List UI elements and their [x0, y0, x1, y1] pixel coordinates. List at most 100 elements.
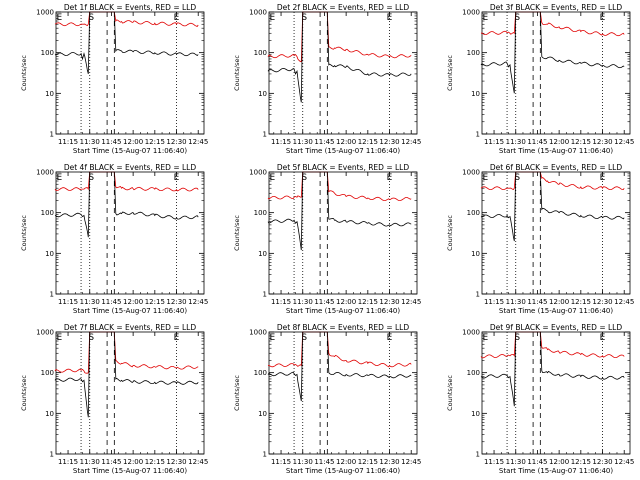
y-tick-label: 100	[41, 209, 54, 217]
event-marker-label: S	[301, 333, 307, 343]
x-axis-label: Start Time (15-Aug-07 11:06:40)	[499, 307, 613, 315]
event-marker-label: E	[174, 13, 180, 23]
plot-frame	[268, 171, 418, 295]
y-tick-label: 10	[258, 90, 267, 98]
event-marker-label: E	[387, 173, 393, 183]
x-tick-label: 12:15	[571, 138, 591, 146]
lld-series-line	[54, 331, 199, 374]
chart-title: Det 8f BLACK = Events, RED = LLD	[277, 323, 410, 332]
chart-title: Det 2f BLACK = Events, RED = LLD	[277, 3, 410, 12]
y-tick-label: 10	[471, 250, 480, 258]
x-tick-label: 11:45	[527, 458, 547, 466]
plot-frame	[55, 11, 205, 135]
lld-series-line	[54, 171, 199, 192]
y-tick-label: 1000	[462, 169, 480, 177]
y-tick-label: 1000	[249, 9, 267, 17]
plot-frame	[55, 171, 205, 295]
chart-svg: Det 3f BLACK = Events, RED = LLD 1 10 100 10…	[446, 3, 634, 155]
event-marker-label: E	[600, 13, 606, 23]
lld-series-line	[480, 331, 625, 359]
x-tick-label: 12:45	[401, 458, 421, 466]
event-marker-label: S	[301, 13, 307, 23]
lld-series-line	[267, 171, 412, 202]
x-axis-label: Start Time (15-Aug-07 11:06:40)	[499, 147, 613, 155]
x-tick-label: 11:15	[271, 298, 291, 306]
x-tick-label: 11:15	[484, 298, 504, 306]
x-tick-label: 12:45	[401, 138, 421, 146]
y-tick-label: 10	[471, 410, 480, 418]
events-series-line	[54, 331, 199, 418]
x-tick-label: 11:15	[484, 138, 504, 146]
x-tick-label: 11:45	[314, 298, 334, 306]
event-marker-label: S	[514, 333, 520, 343]
x-tick-label: 12:30	[592, 138, 612, 146]
y-tick-label: 1	[476, 291, 480, 299]
event-marker-label: S	[88, 173, 94, 183]
x-tick-label: 11:15	[271, 458, 291, 466]
event-marker-label: E	[600, 173, 606, 183]
chart-panel-3: Det 3f BLACK = Events, RED = LLD 1 10 100 10…	[426, 0, 639, 160]
x-tick-label: 12:15	[145, 298, 165, 306]
y-tick-label: 100	[467, 49, 480, 57]
events-series-line	[480, 11, 625, 94]
event-marker-label: E	[483, 333, 489, 343]
x-tick-label: 12:30	[166, 298, 186, 306]
x-tick-label: 12:00	[123, 298, 143, 306]
event-marker-label: E	[600, 333, 606, 343]
chart-svg: Det 7f BLACK = Events, RED = LLD 1 10 100 10…	[20, 323, 208, 475]
x-tick-label: 11:45	[101, 298, 121, 306]
x-tick-label: 12:00	[549, 458, 569, 466]
plot-frame	[481, 11, 631, 135]
x-tick-label: 11:30	[293, 458, 313, 466]
x-tick-label: 12:30	[166, 138, 186, 146]
x-tick-label: 11:30	[506, 458, 526, 466]
x-tick-label: 12:30	[379, 458, 399, 466]
x-tick-label: 12:00	[123, 458, 143, 466]
x-tick-label: 12:30	[592, 458, 612, 466]
events-series-line	[54, 11, 199, 74]
chart-title: Det 9f BLACK = Events, RED = LLD	[490, 323, 623, 332]
x-axis-label: Start Time (15-Aug-07 11:06:40)	[286, 467, 400, 475]
chart-panel-4: Det 4f BLACK = Events, RED = LLD 1 10 100 10…	[0, 160, 213, 320]
plot-frame	[481, 171, 631, 295]
y-axis-label: Counts/sec	[446, 55, 454, 91]
x-axis-label: Start Time (15-Aug-07 11:06:40)	[73, 467, 187, 475]
x-tick-label: 12:45	[614, 458, 634, 466]
lld-series-line	[267, 11, 412, 63]
chart-panel-7: Det 7f BLACK = Events, RED = LLD 1 10 100 10…	[0, 320, 213, 480]
chart-panel-2: Det 2f BLACK = Events, RED = LLD 1 10 100 10…	[213, 0, 426, 160]
x-tick-label: 12:00	[549, 138, 569, 146]
x-tick-label: 11:45	[101, 138, 121, 146]
y-tick-label: 100	[254, 209, 267, 217]
x-tick-label: 12:00	[336, 458, 356, 466]
chart-title: Det 6f BLACK = Events, RED = LLD	[490, 163, 623, 172]
event-marker-label: E	[57, 173, 63, 183]
y-tick-label: 10	[471, 90, 480, 98]
y-tick-label: 100	[467, 369, 480, 377]
y-tick-label: 1	[50, 291, 54, 299]
y-axis-label: Counts/sec	[233, 215, 241, 251]
x-tick-label: 11:45	[527, 138, 547, 146]
event-marker-label: E	[57, 13, 63, 23]
x-tick-label: 12:45	[188, 458, 208, 466]
plot-frame	[268, 331, 418, 455]
x-tick-label: 12:30	[379, 138, 399, 146]
y-tick-label: 100	[467, 209, 480, 217]
y-axis-label: Counts/sec	[233, 55, 241, 91]
y-tick-label: 1000	[36, 169, 54, 177]
x-tick-label: 12:15	[358, 138, 378, 146]
lld-series-line	[267, 331, 412, 368]
chart-panel-8: Det 8f BLACK = Events, RED = LLD 1 10 100 10…	[213, 320, 426, 480]
x-tick-label: 12:15	[145, 138, 165, 146]
events-series-line	[480, 171, 625, 242]
event-marker-label: E	[174, 333, 180, 343]
chart-svg: Det 2f BLACK = Events, RED = LLD 1 10 100 10…	[233, 3, 421, 155]
chart-title: Det 1f BLACK = Events, RED = LLD	[64, 3, 197, 12]
x-tick-label: 12:45	[401, 298, 421, 306]
chart-panel-1: Det 1f BLACK = Events, RED = LLD 1 10 100 10…	[0, 0, 213, 160]
chart-svg: Det 8f BLACK = Events, RED = LLD 1 10 100 10…	[233, 323, 421, 475]
events-series-line	[267, 11, 412, 103]
x-tick-label: 11:45	[527, 298, 547, 306]
y-tick-label: 1	[263, 131, 267, 139]
y-tick-label: 10	[45, 250, 54, 258]
